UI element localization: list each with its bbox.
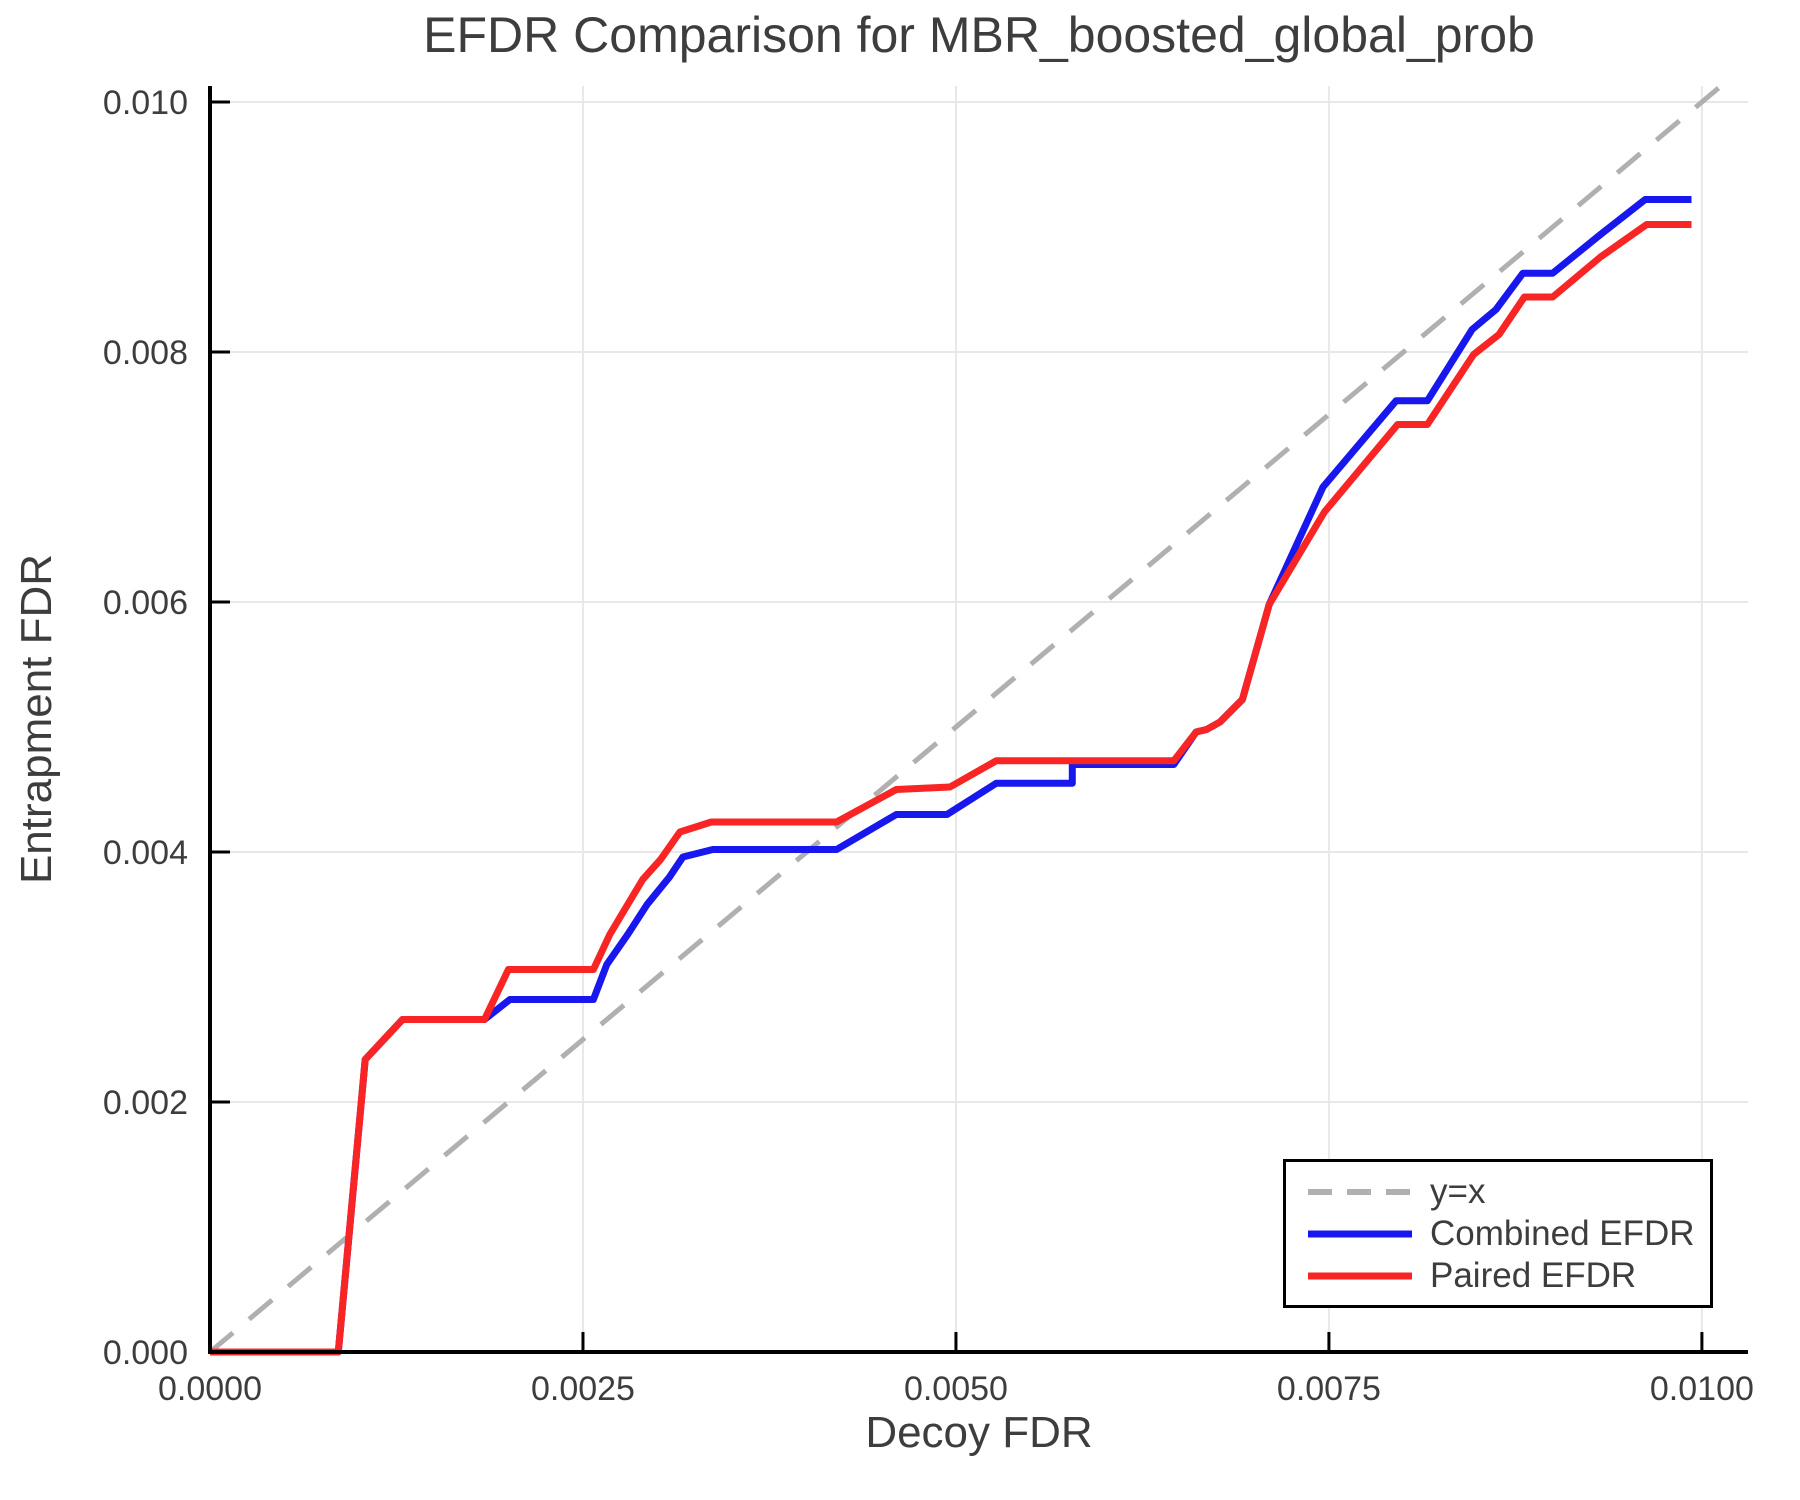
y-tick-label: 0.000 xyxy=(103,1334,188,1372)
x-tick-label: 0.0100 xyxy=(1650,1370,1754,1408)
y-axis-label: Entrapment FDR xyxy=(12,553,61,885)
x-axis-label: Decoy FDR xyxy=(865,1408,1093,1457)
x-tick-label: 0.0025 xyxy=(531,1370,635,1408)
y-tick-label: 0.004 xyxy=(103,834,188,872)
tick-marks xyxy=(208,100,1704,1354)
y-tick-label: 0.008 xyxy=(103,334,188,372)
combined-efdr-swatch-icon xyxy=(1308,1230,1412,1237)
legend-item-combined-efdr: Combined EFDR xyxy=(1306,1214,1710,1254)
axes-spines xyxy=(208,86,1748,1354)
x-tick-label: 0.0050 xyxy=(904,1370,1008,1408)
x-tick-label: 0.0000 xyxy=(158,1370,262,1408)
paired-efdr-swatch-icon xyxy=(1308,1272,1412,1279)
y-tick-label: 0.006 xyxy=(103,584,188,622)
series-lines xyxy=(208,84,1723,1356)
x-tick-label: 0.0075 xyxy=(1277,1370,1381,1408)
identity-line-swatch-icon xyxy=(1308,1188,1412,1195)
tick-labels: 0.0000 0.0025 0.0050 0.0075 0.0100 0.000 0.002… xyxy=(103,84,1754,1408)
legend-label-paired-efdr: Paired EFDR xyxy=(1430,1255,1637,1295)
legend-item-identity: y=x xyxy=(1306,1172,1710,1212)
legend: y=x Combined EFDR Paired EFDR xyxy=(1283,1159,1713,1308)
chart-title: EFDR Comparison for MBR_boosted_global_p… xyxy=(423,7,1535,63)
legend-item-paired-efdr: Paired EFDR xyxy=(1306,1256,1710,1296)
combined-efdr-line xyxy=(210,196,1692,1356)
y-tick-label: 0.010 xyxy=(103,84,188,122)
paired-efdr-line xyxy=(210,221,1692,1356)
y-tick-label: 0.002 xyxy=(103,1084,188,1122)
identity-line xyxy=(208,84,1723,1354)
legend-label-combined-efdr: Combined EFDR xyxy=(1430,1213,1695,1253)
legend-label-identity: y=x xyxy=(1430,1171,1486,1211)
